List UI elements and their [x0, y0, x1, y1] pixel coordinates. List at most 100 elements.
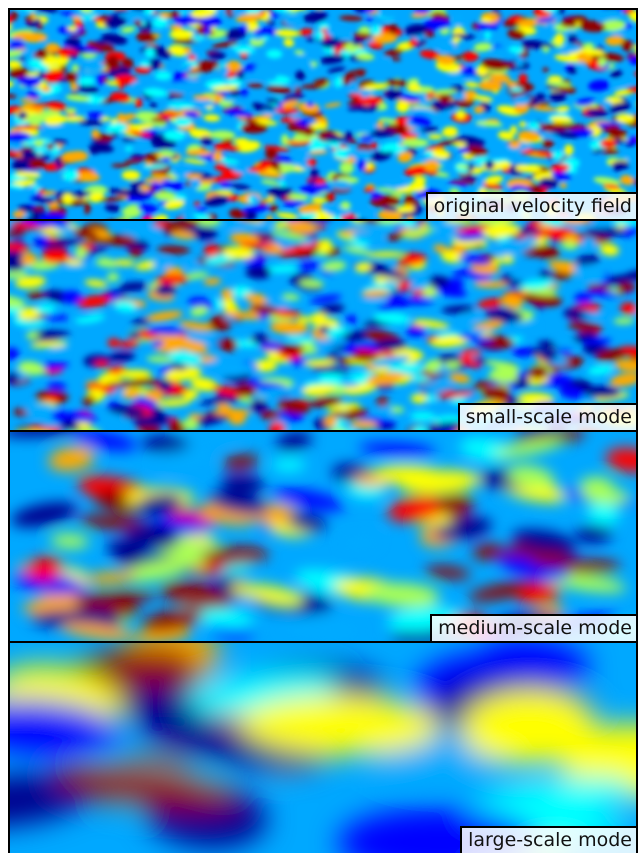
field-blob — [107, 272, 120, 281]
field-blob — [619, 174, 635, 187]
field-blob — [613, 317, 634, 324]
field-blob — [118, 281, 148, 293]
field-blob — [558, 10, 565, 15]
field-blob — [453, 13, 464, 26]
field-blob — [118, 370, 151, 379]
field-blob — [150, 102, 157, 108]
field-blob — [633, 31, 636, 36]
field-blob — [519, 121, 526, 127]
field-blob — [84, 278, 108, 288]
field-blob — [195, 207, 207, 213]
field-blob — [298, 27, 314, 36]
panel-label: small-scale mode — [458, 403, 636, 430]
field-blob — [283, 38, 295, 48]
field-blob — [401, 138, 428, 147]
field-blob — [378, 10, 397, 20]
field-blob — [542, 139, 554, 148]
field-blob — [107, 338, 120, 348]
field-blob — [220, 473, 266, 495]
field-blob — [52, 201, 58, 209]
field-blob — [25, 404, 55, 417]
field-blob — [564, 144, 573, 156]
field-blob — [274, 432, 313, 453]
field-blob — [424, 19, 450, 30]
field-blob — [16, 10, 40, 13]
field-blob — [183, 158, 207, 165]
field-blob — [306, 37, 315, 42]
field-blob — [371, 25, 381, 35]
field-blob — [309, 293, 342, 305]
field-blob — [21, 32, 48, 42]
field-blob — [472, 543, 505, 560]
field-blob — [600, 10, 622, 18]
field-blob — [380, 58, 389, 63]
panel-label: original velocity field — [426, 192, 636, 219]
field-blob — [370, 142, 378, 149]
field-blob — [203, 277, 222, 286]
field-blob — [235, 384, 256, 397]
field-blob — [538, 269, 552, 279]
field-blob — [10, 93, 17, 100]
field-blob — [276, 211, 299, 219]
field-blob — [484, 30, 491, 40]
field-blob — [410, 412, 436, 421]
field-blob — [247, 83, 264, 89]
field-blob — [52, 138, 67, 146]
field-blob — [532, 245, 560, 259]
field-blobs — [10, 10, 636, 219]
field-blob — [78, 119, 105, 126]
field-blob — [269, 204, 279, 212]
field-blob — [610, 79, 631, 88]
field-blob — [47, 382, 67, 391]
field-blob — [167, 102, 195, 108]
field-blob — [634, 70, 636, 77]
field-blob — [386, 79, 409, 87]
field-blob — [136, 31, 157, 43]
field-blob — [272, 458, 306, 471]
field-blob — [566, 30, 576, 35]
field-blob — [295, 70, 306, 81]
field-blob — [366, 17, 373, 22]
field-blob — [228, 207, 246, 219]
field-blob — [327, 66, 346, 74]
field-blob — [108, 350, 135, 363]
field-image — [10, 643, 636, 853]
field-blob — [10, 432, 82, 439]
field-blob — [39, 155, 50, 160]
field-blob — [10, 80, 15, 89]
field-blob — [306, 62, 313, 71]
field-blob — [587, 363, 615, 377]
field-blob — [157, 245, 191, 255]
field-blob — [391, 56, 401, 61]
field-blob — [281, 614, 360, 641]
field-blob — [294, 50, 305, 55]
field-blob — [122, 170, 141, 180]
field-blob — [428, 134, 443, 139]
field-blob — [70, 82, 78, 91]
field-blob — [444, 221, 474, 223]
field-blob — [153, 17, 168, 28]
field-blob — [50, 533, 89, 550]
field-blob — [10, 24, 13, 31]
field-blob — [111, 164, 130, 168]
field-blob — [193, 201, 200, 206]
field-blob — [574, 292, 592, 303]
field-blob — [185, 261, 200, 270]
field-blob — [345, 315, 358, 324]
field-blob — [293, 157, 300, 167]
field-blob — [366, 251, 405, 257]
field-blob — [410, 393, 427, 404]
field-image — [10, 10, 636, 219]
field-blob — [203, 114, 220, 122]
field-blob — [182, 210, 191, 219]
field-blob — [282, 293, 301, 302]
field-blob — [500, 255, 514, 264]
field-blob — [120, 26, 135, 34]
field-blob — [599, 243, 620, 257]
field-blob — [169, 180, 183, 191]
field-blob — [350, 420, 378, 428]
field-blob — [208, 52, 226, 60]
field-blob — [342, 533, 379, 551]
field-blob — [619, 301, 636, 315]
field-blob — [473, 42, 492, 53]
